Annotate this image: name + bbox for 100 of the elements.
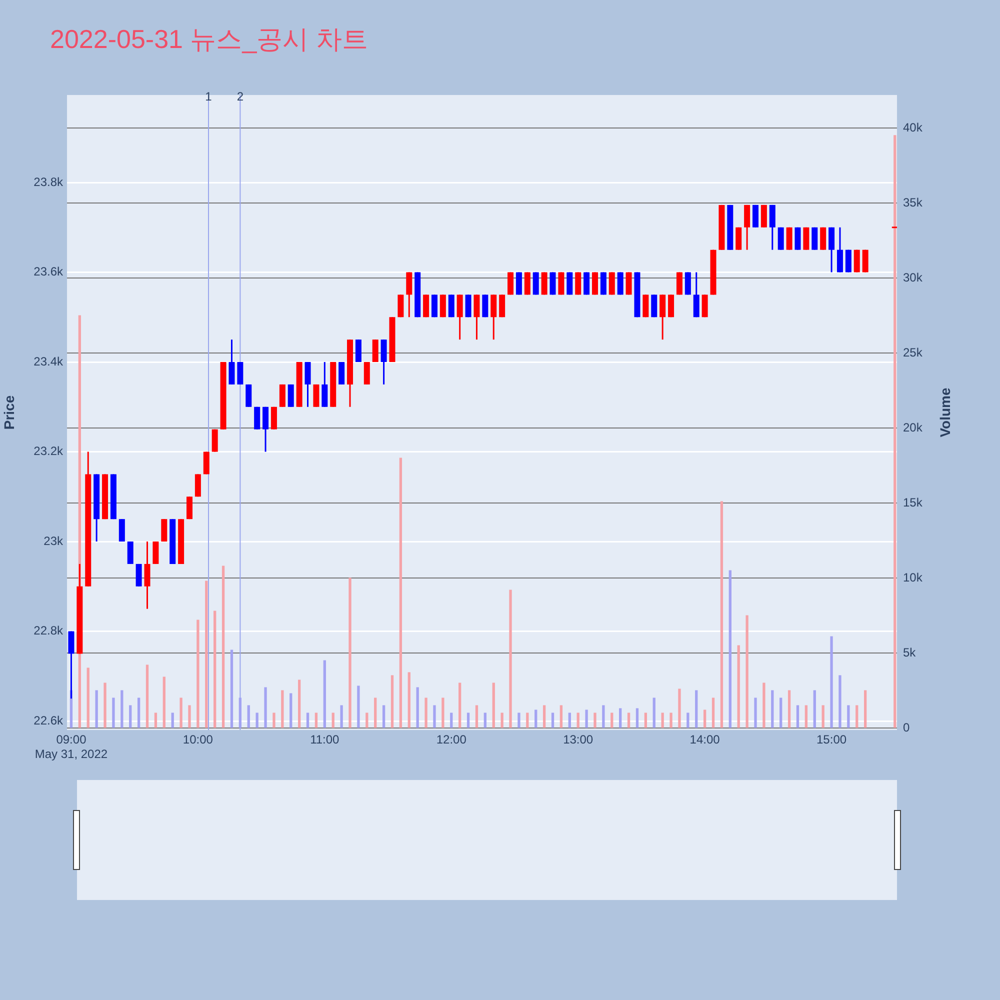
bar — [894, 135, 896, 728]
candlestick — [288, 384, 294, 408]
y2-tick-label: 25k — [903, 345, 924, 360]
bar — [746, 615, 748, 728]
candlestick — [194, 473, 201, 498]
candlestick — [474, 294, 480, 340]
bar — [813, 690, 816, 728]
bar — [720, 501, 724, 728]
bar — [416, 687, 419, 728]
bar — [442, 698, 444, 728]
x-tick-label: 11:00 — [310, 732, 340, 747]
bar — [112, 698, 115, 728]
candlestick — [828, 226, 835, 274]
chart-title: 2022-05-31 뉴스_공시 차트 — [50, 23, 368, 56]
x-tick-label: 12:00 — [436, 732, 467, 747]
bar — [542, 705, 546, 728]
candlestick — [820, 226, 826, 251]
bar — [534, 710, 538, 728]
candlestick — [456, 294, 463, 340]
bar — [162, 676, 166, 728]
bar — [247, 705, 250, 728]
bar — [518, 712, 520, 728]
candlestick — [186, 496, 192, 520]
bar — [95, 690, 98, 728]
bar — [450, 712, 453, 728]
candlestick — [651, 294, 658, 318]
y-tick-label: 23.2k — [34, 444, 64, 458]
y2-tick-label: 10k — [903, 570, 924, 584]
candlestick — [380, 338, 387, 386]
bar — [323, 660, 326, 728]
bar — [256, 712, 258, 728]
y2-tick-label: 35k — [903, 195, 924, 210]
bar — [475, 705, 478, 728]
candlestick — [812, 226, 818, 251]
y2-tick-label: 30k — [903, 270, 924, 284]
ref-line-label: 1 — [205, 89, 212, 104]
bar — [737, 645, 740, 728]
candlestick — [760, 204, 767, 228]
bar — [594, 712, 596, 728]
bar — [509, 590, 512, 728]
y2-axis-title: Volume — [936, 388, 953, 438]
bar — [129, 705, 132, 728]
candlestick — [254, 406, 260, 430]
y-tick-label: 22.6k — [34, 713, 64, 728]
bar — [804, 705, 808, 728]
x-tick-label: 09:00 May 31, 2022 — [34, 732, 108, 761]
candlestick — [270, 406, 277, 430]
candlestick — [372, 338, 378, 363]
bar — [281, 690, 284, 728]
candlestick — [304, 361, 311, 408]
candlestick — [769, 204, 776, 251]
candlestick — [423, 294, 430, 318]
bar — [230, 650, 234, 728]
bar — [602, 705, 605, 728]
bar — [822, 705, 824, 728]
candlestick — [794, 226, 801, 251]
x-tick-label: 13:00 — [563, 732, 594, 747]
bar — [306, 712, 310, 728]
bar — [838, 675, 842, 728]
bar — [357, 686, 360, 728]
candlestick — [246, 384, 252, 408]
bar — [686, 712, 690, 728]
candlestick — [440, 294, 446, 318]
bar — [332, 712, 334, 728]
ref-line-label: 2 — [236, 89, 244, 104]
candlestick — [803, 226, 810, 251]
y-tick-label: 23.6k — [34, 264, 64, 279]
y2-tick-label: 15k — [903, 495, 924, 510]
bar — [188, 705, 191, 728]
candlestick — [862, 249, 868, 274]
bar — [399, 458, 402, 728]
bar — [703, 710, 706, 728]
bar — [120, 690, 124, 728]
candlestick — [736, 226, 742, 251]
candlestick — [778, 226, 784, 251]
y2-tick-label: 40k — [903, 120, 924, 134]
y2-tick-label: 20k — [903, 420, 924, 434]
candlestick — [482, 294, 488, 318]
candlestick — [499, 294, 506, 318]
candlestick — [786, 226, 792, 251]
x-tick-label: 10:00 — [182, 732, 214, 747]
bar — [484, 712, 486, 728]
candlestick — [845, 249, 852, 274]
bar — [771, 690, 774, 728]
bar — [424, 698, 428, 728]
bar — [433, 705, 436, 728]
bar — [610, 712, 614, 728]
bar — [264, 687, 267, 728]
candlestick — [127, 540, 134, 565]
candlestick — [668, 294, 674, 318]
bar — [712, 698, 715, 728]
candlestick — [693, 272, 700, 318]
bar — [627, 712, 630, 728]
bar — [492, 682, 495, 728]
bar — [205, 580, 208, 728]
candlestick — [465, 294, 472, 318]
candlestick — [702, 294, 708, 318]
bar — [382, 705, 386, 728]
bar — [137, 698, 140, 728]
bar — [146, 664, 149, 728]
